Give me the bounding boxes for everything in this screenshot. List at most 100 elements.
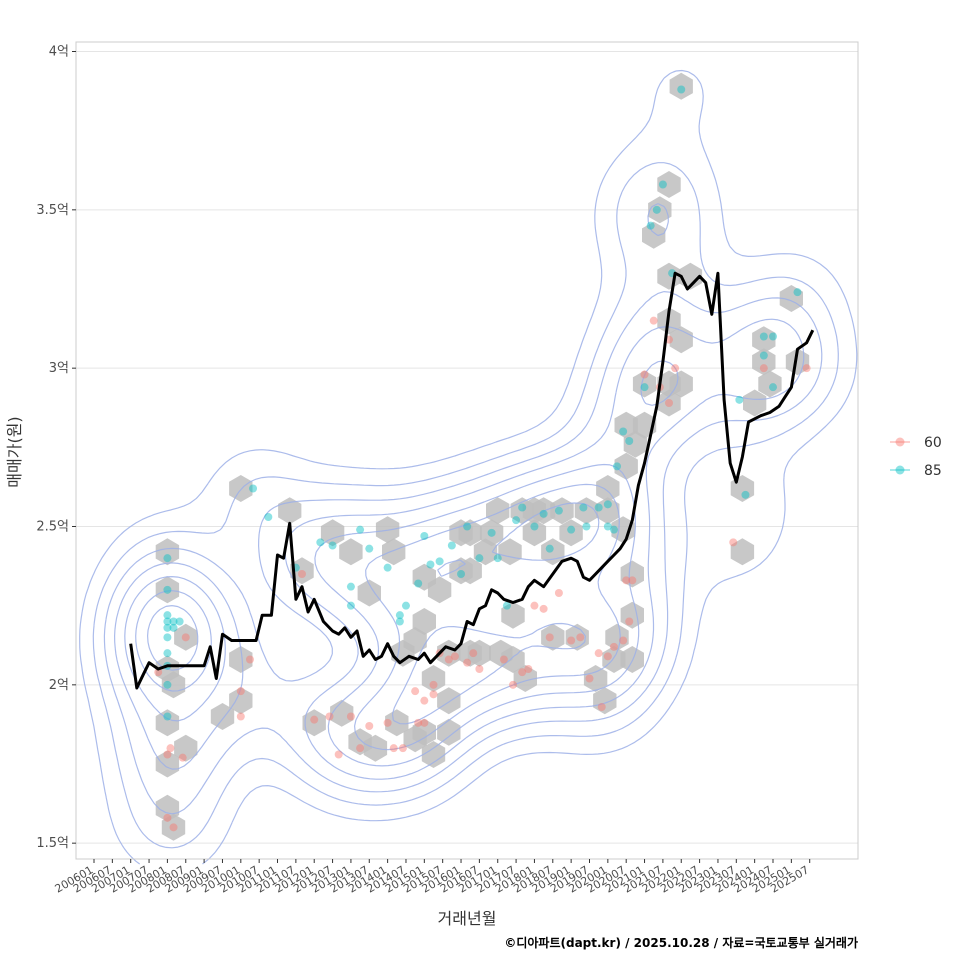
scatter-point-60 — [398, 744, 407, 753]
scatter-point-85 — [735, 395, 744, 404]
scatter-point-85 — [316, 538, 325, 547]
trend-line-layer — [129, 271, 815, 690]
hexbin-cell — [467, 639, 492, 667]
scatter-point-85 — [249, 484, 258, 493]
scatter-point-60 — [539, 604, 548, 613]
scatter-point-85 — [640, 383, 649, 392]
scatter-point-85 — [163, 680, 172, 689]
scatter-point-85 — [175, 617, 184, 626]
y-tick-label: 4억 — [49, 45, 69, 60]
hexbin-cell — [620, 560, 644, 588]
hexbin-cell — [596, 497, 620, 525]
hexbin-cell — [657, 389, 681, 417]
hexbin-cell — [330, 699, 354, 727]
scatter-point-85 — [457, 570, 466, 578]
scatter-point-60 — [475, 665, 484, 673]
scatter-point-85 — [463, 522, 472, 531]
scatter-point-60 — [640, 370, 649, 379]
scatter-point-85 — [579, 503, 588, 512]
scatter-point-85 — [346, 601, 355, 610]
density-contour — [135, 483, 621, 751]
scatter-point-85 — [769, 383, 778, 392]
density-contour — [79, 69, 858, 865]
scatter-point-85 — [401, 601, 410, 610]
hexbin-cell — [229, 646, 253, 673]
plot-panel-border — [75, 41, 859, 860]
hexbin-cell — [412, 718, 436, 746]
scatter-point-60 — [665, 399, 674, 407]
scatter-point-85 — [567, 525, 576, 534]
scatter-point-60 — [530, 601, 539, 610]
scatter-point-85 — [163, 649, 172, 658]
hexbin-cell — [290, 557, 314, 585]
scatter-point-85 — [487, 528, 496, 537]
scatter-point-85 — [420, 532, 429, 540]
y-tick-label: 1.5억 — [36, 836, 69, 851]
hexbin-cell — [743, 389, 767, 417]
scatter-point-85 — [383, 563, 392, 572]
scatter-point-85 — [539, 509, 548, 518]
density-contour — [124, 360, 679, 767]
scatter-point-85 — [435, 557, 444, 566]
hexbin-cell — [541, 623, 565, 651]
hexbin-cell — [161, 671, 186, 699]
scatter-point-60 — [411, 687, 420, 696]
hexbin-cell — [596, 475, 620, 502]
hexbin-cell — [486, 497, 510, 525]
scatter-point-85 — [447, 541, 456, 550]
scatter-point-85 — [163, 633, 172, 642]
scatter-point-60 — [597, 703, 606, 711]
scatter-point-60 — [609, 642, 618, 651]
scatter-point-85 — [414, 579, 423, 588]
y-tick-label: 3.5억 — [36, 203, 69, 218]
hexbin-cell — [602, 646, 626, 673]
scatter-point-85 — [502, 601, 511, 610]
scatter-point-85 — [395, 617, 404, 626]
scatter-point-85 — [475, 554, 484, 563]
hexbin-cell — [161, 813, 186, 841]
hexbin-cell — [437, 639, 461, 667]
scatter-point-85 — [603, 522, 612, 531]
scatter-point-60 — [518, 668, 527, 677]
hexbin-cell — [614, 411, 638, 439]
hexbin-cell — [403, 627, 427, 654]
scatter-point-85 — [613, 462, 622, 471]
scatter-point-85 — [395, 611, 404, 620]
scatter-point-85 — [545, 544, 554, 553]
hexbin-cell — [593, 687, 617, 715]
scatter-point-60 — [365, 722, 374, 730]
scatter-point-85 — [603, 500, 612, 509]
scatter-point-60 — [585, 674, 594, 683]
scatter-point-60 — [181, 633, 190, 642]
legend-key-85 — [895, 465, 905, 475]
scatter-point-60 — [297, 570, 306, 578]
hexbin-cell — [657, 171, 681, 198]
scatter-point-60 — [166, 744, 175, 753]
scatter-point-85 — [426, 560, 435, 569]
hexbin-cell — [522, 519, 547, 547]
hexbin-cell — [623, 430, 648, 458]
hexbin-cell — [155, 750, 180, 778]
hexbin-cell — [669, 370, 693, 398]
hexbin-cell — [229, 687, 253, 715]
scatter-point-60 — [178, 753, 187, 762]
scatter-point-85 — [163, 585, 172, 594]
scatter-point-85 — [356, 525, 365, 534]
scatter-point-60 — [169, 823, 178, 832]
scatter-point-85 — [518, 503, 527, 512]
y-axis-title: 매매가(원) — [5, 416, 24, 487]
scatter-point-60 — [509, 680, 518, 689]
scatter-point-60 — [346, 712, 355, 721]
scatter-point-85 — [677, 85, 686, 94]
scatter-point-60 — [420, 696, 429, 705]
y-tick-label: 2억 — [49, 678, 69, 693]
scatter-point-60 — [429, 690, 438, 699]
caption: ©디아파트(dapt.kr) / 2025.10.28 / 자료=국토교통부 실… — [504, 935, 858, 950]
scatter-point-85 — [163, 554, 172, 563]
hexbin-cell — [501, 601, 525, 629]
hexbin-cell — [302, 709, 326, 737]
hexbin-cell — [758, 370, 782, 398]
hexbin-cell — [559, 519, 583, 547]
hexbin-cell — [421, 741, 446, 768]
